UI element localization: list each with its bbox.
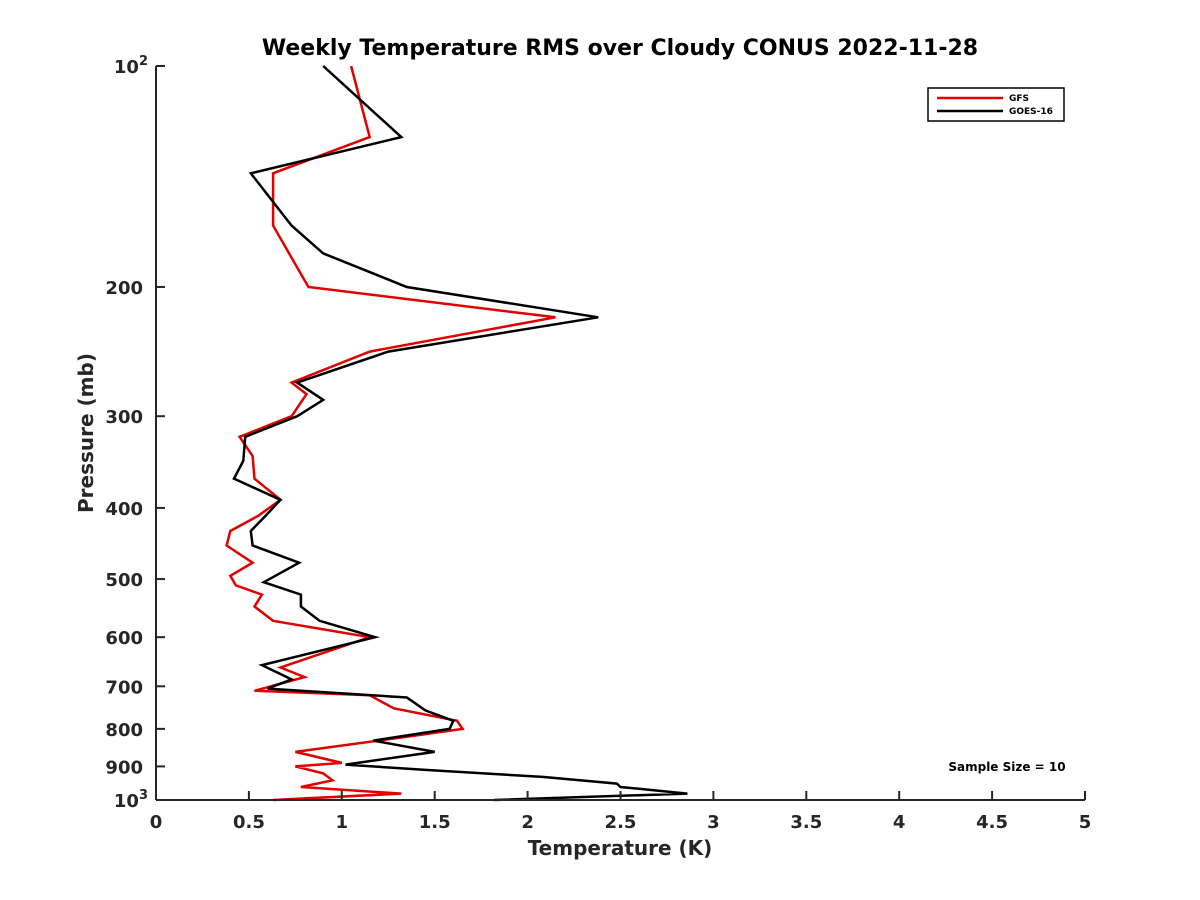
y-axis-label: Pressure (mb) <box>74 353 98 513</box>
y-tick-label: 102 <box>114 54 148 78</box>
x-tick-label: 2.5 <box>605 812 637 833</box>
x-tick-label: 1.5 <box>419 812 451 833</box>
chart-title: Weekly Temperature RMS over Cloudy CONUS… <box>262 36 978 61</box>
x-tick-label: 4 <box>893 812 906 833</box>
x-axis-label: Temperature (K) <box>528 836 713 860</box>
y-tick-label: 700 <box>105 677 143 698</box>
y-tick-label: 800 <box>105 720 143 741</box>
plot-area: 0 0.5 1 1.5 2 2.5 3 3.5 4 4.5 5 102 200 300 400 500 600 7… <box>105 54 1091 833</box>
axes <box>155 65 1086 801</box>
y-tick-label: 200 <box>105 278 143 299</box>
x-tick-label: 1 <box>336 812 349 833</box>
x-tick-label: 3.5 <box>790 812 822 833</box>
y-tick-label: 400 <box>105 499 143 520</box>
y-tick-label: 300 <box>105 407 143 428</box>
series-lines <box>225 65 688 802</box>
legend-label-gfs: GFS <box>1009 94 1029 104</box>
x-tick-label: 5 <box>1079 812 1092 833</box>
legend: GFS GOES-16 <box>927 87 1065 122</box>
x-tick-label: 0 <box>150 812 163 833</box>
series-line-goes-16 <box>232 65 688 802</box>
series-line-gfs <box>225 65 556 802</box>
x-tick-label: 3 <box>707 812 720 833</box>
legend-label-goes-16: GOES-16 <box>1009 107 1053 117</box>
tick-labels: 0 0.5 1 1.5 2 2.5 3 3.5 4 4.5 5 102 200 300 400 500 600 7… <box>105 54 1091 833</box>
y-tick-label: 103 <box>114 788 148 812</box>
x-tick-label: 4.5 <box>976 812 1008 833</box>
sample-size-annotation: Sample Size = 10 <box>948 760 1065 774</box>
x-tick-label: 2 <box>521 812 534 833</box>
y-tick-label: 600 <box>105 628 143 649</box>
y-tick-label: 900 <box>105 757 143 778</box>
x-tick-label: 0.5 <box>233 812 265 833</box>
legend-box <box>927 87 1065 122</box>
y-tick-label: 500 <box>105 570 143 591</box>
